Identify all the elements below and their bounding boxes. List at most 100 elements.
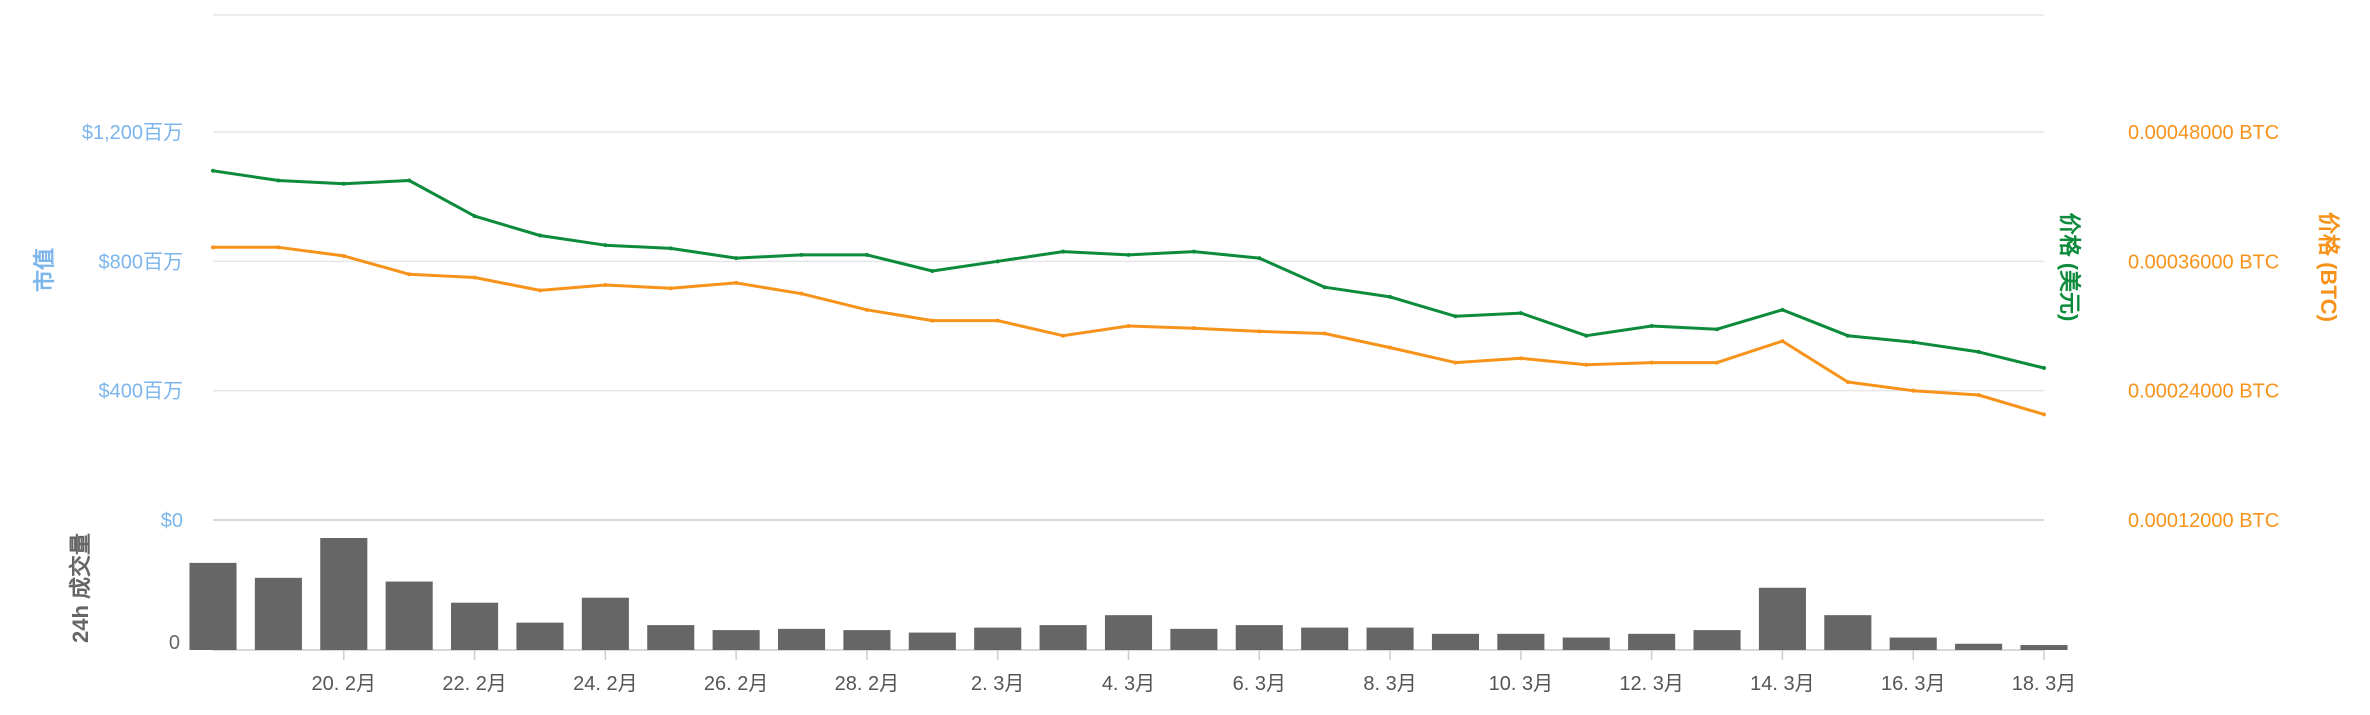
- volume-bar: [843, 630, 891, 650]
- market-cap-point: [995, 259, 1000, 264]
- x-axis-tick-label: 20. 2月: [312, 673, 376, 695]
- market-cap-point: [1518, 311, 1523, 316]
- left-axis-tick-label: $0: [161, 510, 183, 532]
- x-axis-tick-label: 4. 3月: [1102, 673, 1155, 695]
- btc-price-point: [995, 318, 1000, 323]
- left-axis-tick-label: $800百万: [99, 251, 184, 273]
- market-cap-point: [734, 256, 739, 261]
- left-axis-tick-label: $400百万: [99, 381, 184, 403]
- market-cap-point: [276, 178, 281, 183]
- market-cap-point: [799, 252, 804, 257]
- left-axis-title: 市值: [32, 248, 57, 292]
- btc-price-point: [734, 280, 739, 285]
- volume-bar: [1758, 587, 1806, 650]
- volume-axis-title: 24h 成交量: [68, 533, 93, 643]
- btc-price-point: [1845, 380, 1850, 385]
- x-axis-tick-label: 24. 2月: [573, 673, 637, 695]
- btc-price-point: [1191, 326, 1196, 331]
- volume-bar: [1562, 637, 1610, 650]
- market-cap-point: [211, 168, 215, 173]
- market-cap-point: [472, 214, 477, 219]
- volume-bar: [1104, 615, 1153, 650]
- volume-bar: [451, 602, 499, 650]
- volume-bar: [1693, 630, 1741, 650]
- market-cap-point: [1649, 324, 1654, 328]
- market-cap-point: [930, 269, 935, 274]
- market-cap-point: [1911, 340, 1916, 345]
- btc-price-point: [1976, 392, 1981, 397]
- market-cap-point: [864, 252, 869, 257]
- market-cap-point: [668, 246, 673, 251]
- volume-bar: [516, 622, 564, 650]
- volume-axis-tick-label: 0: [169, 632, 180, 654]
- x-axis-tick-label: 6. 3月: [1233, 673, 1286, 695]
- x-axis-tick-label: 26. 2月: [704, 673, 768, 695]
- market-cap-point: [1388, 294, 1393, 299]
- volume-bar: [1824, 615, 1872, 650]
- market-cap-point: [1845, 333, 1850, 338]
- market-cap-point: [341, 181, 346, 186]
- btc-price-point: [472, 275, 477, 280]
- right-btc-axis-title: 价格 (BTC): [2316, 212, 2341, 322]
- volume-bar: [647, 625, 695, 650]
- btc-price-point: [1126, 324, 1131, 328]
- volume-bar: [1889, 637, 1937, 650]
- x-axis-tick-label: 8. 3月: [1363, 673, 1416, 695]
- x-axis-tick-label: 12. 3月: [1619, 673, 1683, 695]
- btc-price-point: [1780, 339, 1785, 344]
- btc-price-line: [213, 245, 2045, 416]
- market-cap-point: [603, 243, 608, 248]
- market-cap-point: [1322, 285, 1327, 290]
- btc-price-point: [341, 253, 346, 258]
- volume-bar: [2020, 645, 2068, 650]
- volume-bar: [1955, 643, 2003, 650]
- btc-price-point: [668, 286, 673, 291]
- volume-bar: [712, 630, 760, 650]
- volume-bar: [385, 581, 433, 650]
- volume-bar: [1301, 627, 1349, 650]
- right-axis-tick-label: 0.00036000 BTC: [2128, 251, 2279, 273]
- btc-price-point: [407, 272, 412, 277]
- btc-price-point: [1518, 356, 1523, 361]
- btc-price-point: [2042, 412, 2046, 417]
- market-cap-point: [1257, 256, 1262, 261]
- market-cap-point: [1584, 333, 1589, 338]
- btc-price-point: [1453, 360, 1458, 365]
- x-axis-tick-label: 18. 3月: [2012, 673, 2076, 695]
- volume-bar: [1366, 627, 1414, 650]
- volume-bar: [581, 597, 629, 650]
- btc-price-point: [799, 291, 804, 296]
- btc-price-point: [1061, 333, 1066, 338]
- market-cap-point: [1715, 327, 1720, 332]
- market-cap-point: [1780, 307, 1785, 312]
- x-axis-tick-label: 2. 3月: [971, 673, 1024, 695]
- x-axis-tick-label: 14. 3月: [1750, 673, 1814, 695]
- btc-price-point: [211, 245, 215, 250]
- btc-price-point: [603, 283, 608, 288]
- volume-bar: [1431, 633, 1480, 650]
- volume-bar: [1039, 625, 1087, 650]
- market-cap-point: [1061, 249, 1066, 254]
- btc-price-point: [1715, 360, 1720, 365]
- x-axis-tick-label: 10. 3月: [1489, 673, 1553, 695]
- btc-price-point: [864, 307, 869, 312]
- market-cap-point: [1453, 314, 1458, 319]
- x-axis-tick-label: 16. 3月: [1881, 673, 1945, 695]
- right-axis-tick-label: 0.00024000 BTC: [2128, 381, 2279, 403]
- btc-price-point: [1257, 329, 1262, 334]
- right-axis-tick-label: 0.00012000 BTC: [2128, 510, 2279, 532]
- btc-price-point: [930, 318, 935, 323]
- volume-bar: [320, 538, 368, 650]
- x-axis-tick-label: 28. 2月: [835, 673, 899, 695]
- btc-price-point: [1911, 388, 1916, 393]
- volume-bar: [254, 577, 302, 650]
- market-cap-line: [212, 169, 2045, 370]
- btc-price-point: [276, 245, 281, 250]
- btc-price-point: [1388, 345, 1393, 350]
- market-cap-point: [1191, 249, 1196, 254]
- left-axis-tick-label: $1,200百万: [82, 122, 183, 144]
- btc-price-point: [1322, 331, 1327, 336]
- volume-bar: [1170, 628, 1218, 650]
